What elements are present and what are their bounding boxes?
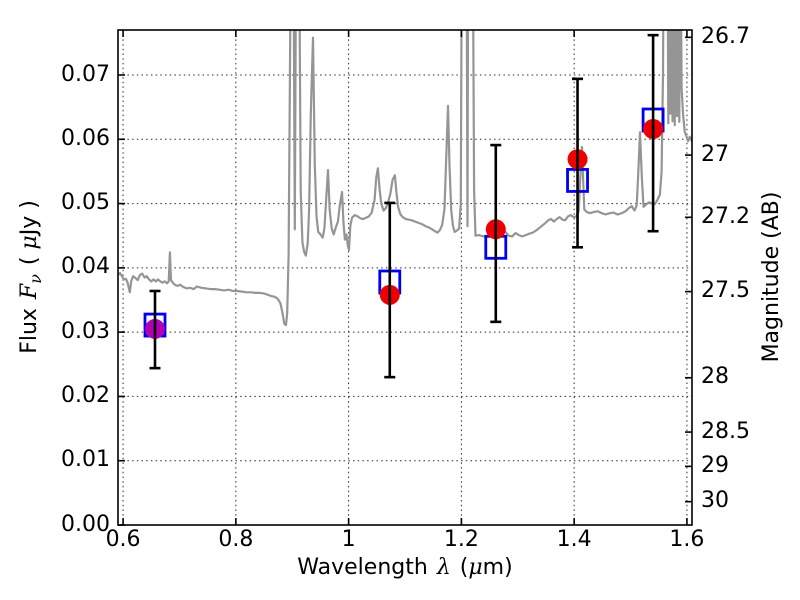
flux-tick-label: 0.03 (61, 318, 110, 344)
magnitude-tick-label: 27.2 (701, 203, 750, 229)
spectrum-line (118, 30, 692, 327)
nu-subscript: ν (26, 274, 46, 284)
lambda-symbol: λ (436, 555, 451, 580)
wavelength-tick-label: 1.4 (556, 527, 592, 552)
x-axis-unit: (μm) (459, 555, 513, 580)
magnitude-tick-label: 28.5 (701, 418, 750, 444)
magnitude-label-text: Magnitude (AB) (759, 191, 784, 363)
flux-tick-label: 0.02 (61, 382, 110, 408)
magnitude-tick-label: 28 (701, 364, 729, 390)
flux-tick-label: 0.06 (61, 125, 110, 151)
error-bars (149, 33, 659, 379)
flux-label-word: Flux (16, 308, 42, 354)
magnitude-tick-label: 27.5 (701, 278, 750, 304)
flux-tick-label: 0.05 (61, 190, 110, 216)
flux-tick-label: 0.00 (61, 511, 110, 537)
magnitude-tick-label: 27 (701, 141, 729, 167)
flux-tick-label: 0.07 (61, 61, 110, 87)
flux-tick-label: 0.04 (61, 254, 110, 280)
right-y-axis-label: Magnitude (AB) (759, 191, 784, 363)
mu-symbol: μ (468, 555, 483, 580)
wavelength-tick-label: 1 (341, 527, 356, 552)
flux-symbol: F (16, 283, 42, 300)
axes-frame (117, 29, 693, 526)
model-photometry-squares (143, 107, 665, 338)
left-y-axis-label: Flux Fν ( μJy ) (16, 200, 48, 354)
flux-tick-label: 0.01 (61, 447, 110, 473)
magnitude-tick-label: 26.7 (701, 23, 750, 49)
wavelength-tick-label: 0.8 (218, 527, 254, 552)
flux-unit: ( μJy ) (16, 200, 42, 266)
x-axis-label-word: Wavelength (297, 555, 428, 580)
wavelength-tick-label: 1.6 (669, 527, 705, 552)
wavelength-tick-label: 0.6 (105, 527, 141, 552)
x-axis-label: Wavelength λ (μm) (118, 556, 692, 580)
magnitude-tick-label: 30 (701, 488, 729, 514)
observed-photometry-circles (144, 119, 664, 339)
mu-symbol: μ (16, 235, 42, 250)
tick-marks (118, 30, 692, 526)
gridlines (118, 30, 692, 525)
wavelength-tick-label: 1.2 (443, 527, 479, 552)
magnitude-tick-label: 29 (701, 452, 729, 478)
